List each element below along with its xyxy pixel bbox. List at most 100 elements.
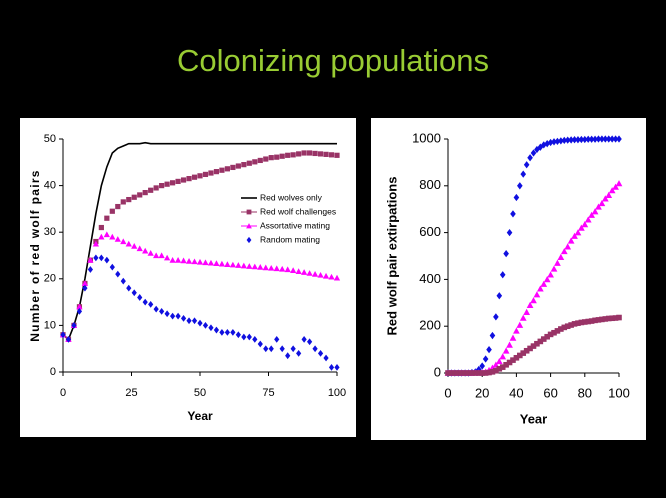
data-point — [584, 216, 592, 223]
data-point — [246, 333, 252, 341]
data-point — [530, 149, 537, 157]
data-point — [126, 196, 132, 203]
data-point — [213, 260, 220, 267]
data-point — [235, 163, 241, 169]
data-point — [489, 369, 496, 375]
data-point — [273, 265, 280, 272]
data-point — [544, 333, 550, 340]
data-point — [554, 259, 561, 266]
data-point — [551, 138, 557, 146]
data-point — [534, 340, 540, 347]
data-point — [104, 215, 110, 221]
data-point — [290, 152, 296, 158]
data-point — [517, 352, 523, 359]
y-tick-label: 0 — [434, 364, 441, 379]
data-point — [175, 178, 181, 185]
data-point — [571, 136, 578, 144]
data-point — [109, 233, 116, 240]
x-tick-label: 20 — [475, 385, 489, 400]
data-point — [82, 284, 88, 292]
data-point — [312, 150, 318, 157]
data-point — [554, 137, 561, 145]
x-tick-label: 60 — [543, 385, 557, 400]
data-point — [131, 194, 137, 200]
data-point — [550, 265, 558, 272]
data-point — [120, 199, 126, 205]
data-point — [499, 364, 506, 370]
data-point — [585, 318, 592, 325]
data-point — [93, 254, 99, 262]
data-point — [115, 270, 121, 278]
data-point — [547, 271, 554, 278]
x-tick-label: 80 — [578, 385, 592, 400]
data-point — [169, 257, 176, 263]
data-point — [65, 336, 72, 343]
data-point — [60, 331, 66, 339]
data-point — [170, 180, 176, 186]
data-point — [519, 314, 527, 321]
data-point — [616, 135, 622, 143]
data-point — [554, 328, 561, 334]
data-point — [202, 171, 209, 178]
data-point — [612, 183, 619, 190]
data-point — [496, 365, 503, 372]
data-point — [285, 352, 291, 360]
data-point — [142, 189, 148, 196]
data-point — [87, 266, 93, 273]
data-point — [462, 370, 468, 376]
legend-label: Assortative mating — [260, 220, 330, 230]
data-point — [219, 329, 225, 336]
data-point — [523, 161, 530, 169]
x-tick-label: 100 — [608, 385, 630, 400]
data-point — [489, 331, 496, 340]
data-point — [517, 182, 523, 190]
data-point — [469, 370, 475, 376]
data-point — [558, 326, 564, 332]
data-point — [148, 301, 154, 308]
data-point — [230, 164, 236, 171]
data-point — [482, 370, 489, 376]
data-point — [191, 258, 198, 265]
data-point — [142, 247, 149, 254]
data-point — [115, 203, 121, 210]
data-point — [279, 265, 286, 272]
data-point — [92, 240, 99, 247]
data-point — [120, 277, 126, 285]
data-point — [284, 266, 291, 273]
y-tick-label: 1000 — [412, 130, 441, 145]
data-point — [465, 370, 472, 376]
data-point — [71, 322, 77, 329]
data-point — [608, 187, 616, 194]
data-point — [301, 150, 307, 156]
y-tick-label: 20 — [44, 273, 56, 285]
data-point — [153, 305, 159, 313]
x-axis-label: Year — [187, 409, 213, 423]
data-point — [131, 289, 137, 297]
data-point — [493, 367, 499, 374]
data-point — [537, 338, 544, 345]
data-point — [605, 135, 612, 143]
x-tick-label: 75 — [262, 387, 274, 399]
data-point — [520, 170, 527, 178]
data-point — [455, 370, 462, 376]
data-point — [164, 310, 170, 318]
data-point — [509, 334, 517, 341]
y-tick-label: 50 — [44, 133, 56, 145]
data-point — [323, 354, 329, 362]
data-point — [202, 322, 209, 329]
data-point — [317, 151, 324, 157]
data-point — [323, 151, 329, 157]
x-tick-label: 40 — [509, 385, 523, 400]
y-tick-label: 10 — [44, 319, 56, 331]
data-point — [136, 245, 143, 252]
data-point — [564, 243, 572, 250]
data-point — [598, 199, 606, 207]
data-point — [513, 327, 520, 334]
data-point — [158, 252, 165, 259]
data-point — [536, 285, 544, 292]
data-point — [235, 262, 242, 268]
data-point — [268, 155, 274, 161]
data-point — [76, 303, 83, 310]
data-point — [196, 258, 204, 265]
